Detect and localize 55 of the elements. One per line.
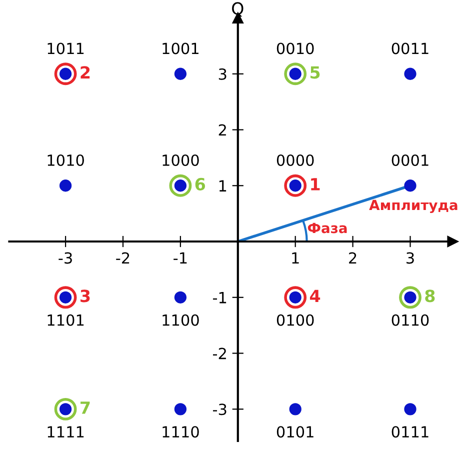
point [289,403,302,416]
annotation: 1000 [162,154,199,166]
point [54,286,77,309]
x-tick-label: 2 [349,252,356,264]
point [174,403,187,416]
point [169,174,192,197]
series-label: 2 [80,66,90,78]
point [404,403,416,416]
annotation: 0000 [276,154,314,166]
annotation: 0011 [392,42,428,54]
x-tick-label: 3 [406,252,414,264]
point [54,398,77,420]
point [404,180,416,192]
series-label: 7 [80,402,90,414]
annotation: 0111 [392,426,428,438]
annotation: 1001 [162,42,198,54]
point [54,62,77,86]
annotation: 1010 [48,154,84,166]
y-tick-label: -3 [212,404,226,416]
annotation: 0100 [276,314,314,326]
series-label: 1 [311,178,320,190]
annotation: 0010 [276,42,314,54]
annotation: 1110 [162,426,199,438]
y-tick-label: 1 [219,180,226,192]
annotation: Амплитуда [369,200,458,214]
y-tick-label: -2 [212,348,226,360]
annotation: 1100 [162,314,199,326]
annotation: 1111 [48,426,84,438]
y-tick-label: -1 [212,292,226,304]
point [399,286,422,309]
series-label: 4 [310,290,320,302]
series-label: 5 [310,66,320,79]
point [59,180,72,192]
annotation: 1011 [48,42,84,54]
annotation: 1101 [48,314,84,326]
annotation: 0110 [392,314,429,326]
y-tick-label: 2 [218,124,226,136]
series-label: 6 [195,178,206,190]
point [284,286,307,309]
x-tick-label: -1 [174,252,187,264]
point [174,68,187,80]
y-axis-title: Q [232,2,244,17]
series-label: 8 [425,290,435,302]
annotation: 0001 [392,154,428,166]
annotation: 0101 [276,426,314,438]
x-tick-label: 1 [292,252,299,264]
point [174,291,187,304]
y-tick-label: 3 [218,68,226,80]
x-tick-label: -3 [58,252,72,264]
x-tick-label: -2 [116,252,130,264]
series-label: 3 [80,290,90,302]
point [284,174,307,197]
point [404,68,416,80]
annotation: Фаза [308,222,347,234]
point [284,62,307,86]
